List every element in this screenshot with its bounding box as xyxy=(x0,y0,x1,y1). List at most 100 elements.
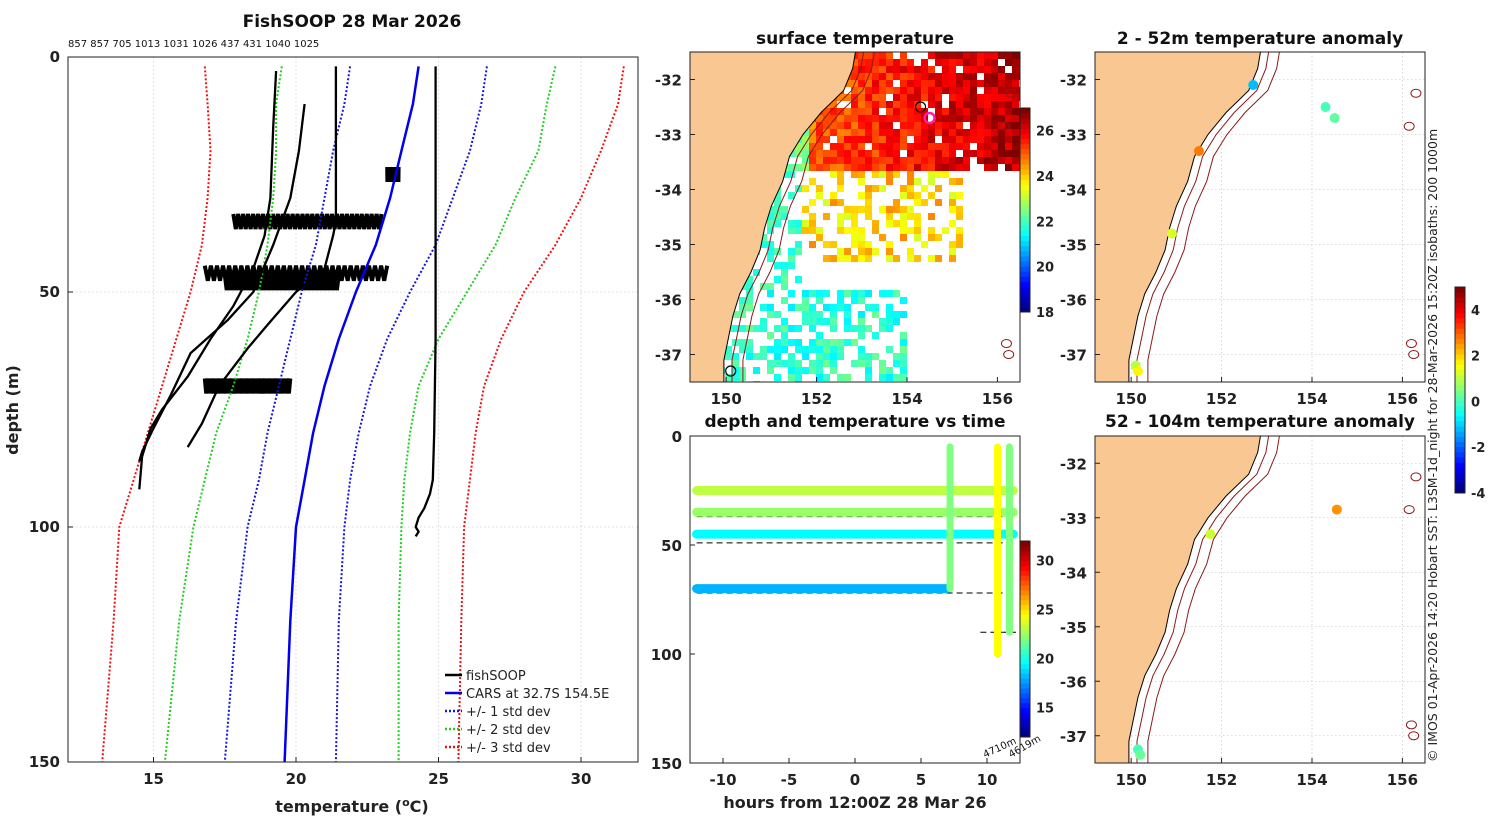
sst-cell xyxy=(781,262,788,269)
sst-cell xyxy=(886,325,893,332)
sst-cell xyxy=(914,199,921,206)
profile-series-cars xyxy=(283,66,420,763)
sst-cell xyxy=(837,374,844,381)
sst-cell xyxy=(949,150,956,157)
sst-cell xyxy=(872,304,879,311)
sst-cell xyxy=(858,248,865,255)
sst-cell xyxy=(823,374,830,381)
sst-cell xyxy=(907,87,914,94)
sst-cell xyxy=(802,367,809,374)
sst-cell xyxy=(893,150,900,157)
sst-cell xyxy=(942,52,949,59)
sst-cell xyxy=(949,122,956,129)
sst-cell xyxy=(984,73,991,80)
sst-cell xyxy=(851,220,858,227)
sst-cell xyxy=(942,164,949,171)
sst-cell xyxy=(900,220,907,227)
map-ytick-label: -36 xyxy=(1060,292,1087,310)
tow-band xyxy=(231,213,384,230)
sst-cell xyxy=(844,339,851,346)
sst-cell xyxy=(991,101,998,108)
sst-cell xyxy=(823,108,830,115)
sst-cell xyxy=(837,150,844,157)
sst-cell xyxy=(949,101,956,108)
sst-cell xyxy=(781,360,788,367)
sst-cell xyxy=(907,157,914,164)
sst-cell xyxy=(816,164,823,171)
sst-cell xyxy=(844,206,851,213)
sst-cell xyxy=(1005,87,1012,94)
anomaly-colorbar-step xyxy=(1455,462,1465,468)
sst-cell xyxy=(893,157,900,164)
sst-cell xyxy=(956,122,963,129)
depth-time-colorbar-step xyxy=(1020,585,1030,591)
sst-cell xyxy=(774,206,781,213)
sst-cell xyxy=(928,143,935,150)
island-contour xyxy=(1005,88,1017,98)
sst-cell xyxy=(893,290,900,297)
sst-colorbar-step xyxy=(1020,306,1030,313)
sst-cell xyxy=(991,150,998,157)
anomaly-shallow-isobath-200 xyxy=(1136,52,1270,382)
sst-cell xyxy=(858,115,865,122)
sst-cell xyxy=(802,227,809,234)
sst-cell xyxy=(1012,80,1019,87)
depth-time-ytick-label: 150 xyxy=(651,755,682,773)
depth-time-colorbar-step xyxy=(1020,594,1030,601)
anomaly-colorbar-step xyxy=(1455,364,1465,370)
sst-cell xyxy=(928,150,935,157)
map-xtick-label: 150 xyxy=(711,390,742,408)
sst-cell xyxy=(928,87,935,94)
sst-cell xyxy=(858,66,865,73)
sst-cell xyxy=(844,227,851,234)
sst-cell xyxy=(795,164,802,171)
map-ytick-label: -35 xyxy=(655,237,682,255)
sst-cell xyxy=(998,87,1005,94)
sst-ticks: 150 152 154 156 -32 -33 -34 -35 -36 -37 xyxy=(655,72,1013,409)
sst-colorbar-step xyxy=(1020,281,1030,287)
sst-cell xyxy=(886,80,893,87)
sst-cell xyxy=(753,269,760,276)
sst-cell xyxy=(970,52,977,59)
sst-cell xyxy=(809,346,816,353)
sst-cell xyxy=(802,157,809,164)
sst-cell xyxy=(823,213,830,220)
anomaly-colorbar-step xyxy=(1455,390,1465,396)
map-ytick-label: -37 xyxy=(1060,347,1087,365)
sst-cell xyxy=(865,248,872,255)
anomaly-colorbar-step xyxy=(1455,456,1465,463)
sst-cell xyxy=(865,136,872,143)
map-xtick-label: 150 xyxy=(1116,771,1147,789)
sst-cell xyxy=(928,164,935,171)
sst-cell xyxy=(788,220,795,227)
sst-cell xyxy=(865,192,872,199)
sst-colorbar-step xyxy=(1020,261,1030,267)
sst-cell xyxy=(984,150,991,157)
sst-cell xyxy=(956,87,963,94)
depth-time-colorbar-frame xyxy=(1019,540,1031,738)
sst-cell xyxy=(886,73,893,80)
anomaly-colorbar-step xyxy=(1455,384,1465,391)
sst-cell xyxy=(746,283,753,290)
sst-cell xyxy=(760,346,767,353)
sst-cell xyxy=(851,339,858,346)
sst-cell xyxy=(900,360,907,367)
sst-cell xyxy=(949,164,956,171)
sst-cell xyxy=(823,360,830,367)
anomaly-colorbar-step xyxy=(1455,328,1465,334)
sst-cell xyxy=(837,213,844,220)
anomaly-colorbar-step xyxy=(1455,292,1465,298)
sst-cell xyxy=(977,94,984,101)
anomaly-colorbar-step xyxy=(1455,451,1465,458)
anomaly-colorbar-step xyxy=(1455,415,1465,422)
anomaly-point xyxy=(1193,146,1204,156)
sst-colorbar-step xyxy=(1020,179,1030,185)
sst-cell xyxy=(935,255,942,262)
sst-cell xyxy=(865,94,872,101)
sst-cell xyxy=(907,143,914,150)
sst-cell xyxy=(858,101,865,108)
anomaly-colorbar-step xyxy=(1455,317,1465,324)
sst-cell xyxy=(1012,157,1019,164)
sst-cell xyxy=(858,80,865,87)
sst-cell xyxy=(907,248,914,255)
